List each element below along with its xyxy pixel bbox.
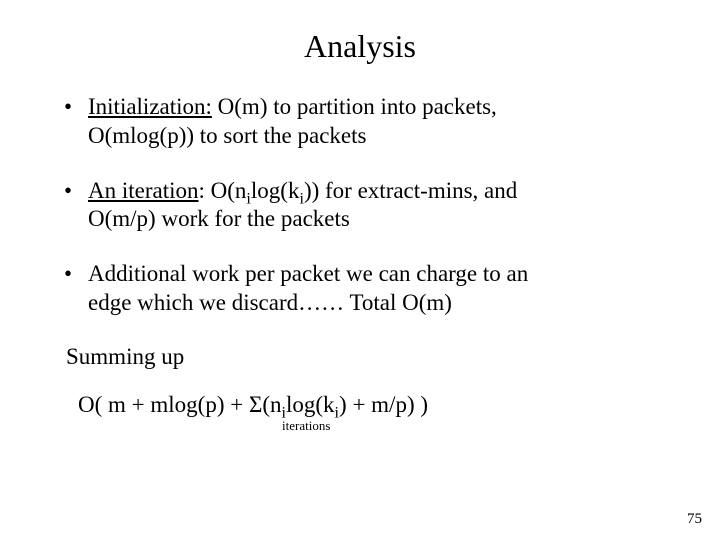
summing-label: Summing up: [66, 344, 660, 370]
slide: Analysis Initialization: O(m) to partiti…: [0, 0, 720, 540]
formula-text: O( m + mlog(p) + Σ(n: [78, 392, 282, 417]
bullet-list: Initialization: O(m) to partition into p…: [60, 93, 660, 318]
bullet-text: log(k: [251, 178, 300, 203]
formula-text: log(k: [286, 392, 335, 417]
formula-container: O( m + mlog(p) + Σ(nilog(ki) + m/p) ) it…: [78, 392, 660, 418]
underline-text: An iteration: [88, 178, 199, 203]
slide-title: Analysis: [60, 28, 660, 65]
bullet-text: O(mlog(p)) to sort the packets: [88, 123, 366, 148]
bullet-lead: An iteration: [88, 178, 199, 203]
bullet-text: Additional work per packet we can charge…: [88, 261, 528, 286]
underline-text: Initialization:: [88, 94, 212, 119]
bullet-lead: Initialization:: [88, 94, 212, 119]
bullet-item: Additional work per packet we can charge…: [60, 260, 660, 318]
bullet-text: )) for extract-mins, and: [304, 178, 517, 203]
bullet-text: : O(n: [199, 178, 247, 203]
bullet-text: edge which we discard…… Total O(m): [88, 290, 452, 315]
bullet-item: An iteration: O(nilog(ki)) for extract-m…: [60, 177, 660, 235]
bullet-text: O(m/p) work for the packets: [88, 206, 350, 231]
bullet-text: O(m) to partition into packets,: [212, 94, 497, 119]
formula-text: ) + m/p) ): [339, 392, 428, 417]
bullet-item: Initialization: O(m) to partition into p…: [60, 93, 660, 151]
sum-subscript-label: iterations: [282, 418, 330, 434]
formula: O( m + mlog(p) + Σ(nilog(ki) + m/p) ): [78, 392, 660, 418]
page-number: 75: [687, 511, 702, 528]
